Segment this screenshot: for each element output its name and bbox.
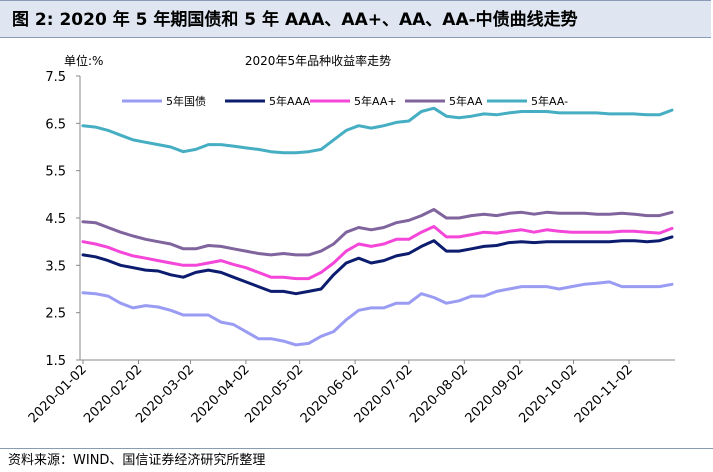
legend-label-5: 5年AA- xyxy=(531,94,568,108)
chart-title: 2020年5年品种收益率走势 xyxy=(245,53,391,68)
y-tick-label: 3.5 xyxy=(45,259,66,274)
y-axis: 7.5 6.5 5.5 4.5 3.5 2.5 1.5 xyxy=(45,70,81,369)
y-axis-unit-label: 单位:% xyxy=(64,53,103,68)
series-line-2 xyxy=(81,235,674,296)
legend-label-3: 5年AA+ xyxy=(354,94,397,108)
series-line-3 xyxy=(81,225,674,281)
legend-label-2: 5年AAA xyxy=(269,94,311,108)
y-tick-label: 2.5 xyxy=(45,307,66,322)
x-tick-label: 2020-05-02 xyxy=(242,362,306,426)
series-line-1 xyxy=(81,280,674,347)
x-tick-label: 2020-10-02 xyxy=(516,362,580,426)
x-axis: 2020-01-022020-02-022020-03-022020-04-02… xyxy=(26,359,675,426)
x-tick-label: 2020-08-02 xyxy=(407,362,471,426)
y-tick-label: 7.5 xyxy=(45,70,66,85)
source-note: 资料来源：WIND、国信证券经济研究所整理 xyxy=(0,448,713,472)
series-line-5 xyxy=(81,106,674,155)
legend-label-1: 5年国债 xyxy=(166,94,206,108)
series-group xyxy=(81,106,674,347)
series-line-4 xyxy=(81,208,674,257)
y-tick-label: 4.5 xyxy=(45,212,66,227)
y-tick-label: 5.5 xyxy=(45,165,66,180)
figure-title: 图 2: 2020 年 5 年期国债和 5 年 AAA、AA+、AA、AA-中债… xyxy=(0,0,711,38)
legend-label-4: 5年AA xyxy=(449,94,483,108)
x-tick-label: 2020-01-02 xyxy=(26,362,90,426)
x-tick-label: 2020-07-02 xyxy=(352,362,416,426)
chart-legend: 5年国债 5年AAA 5年AA+ 5年AA 5年AA- xyxy=(122,94,568,108)
chart-area: 2020年5年品种收益率走势 单位:% 5年国债 5年AAA 5年AA+ 5年AA 5年… xyxy=(0,40,713,448)
y-tick-label: 1.5 xyxy=(45,354,66,369)
line-chart: 2020年5年品种收益率走势 单位:% 5年国债 5年AAA 5年AA+ 5年AA 5年… xyxy=(26,53,675,426)
y-tick-label: 6.5 xyxy=(45,117,66,132)
x-tick-label: 2020-11-02 xyxy=(572,362,636,426)
